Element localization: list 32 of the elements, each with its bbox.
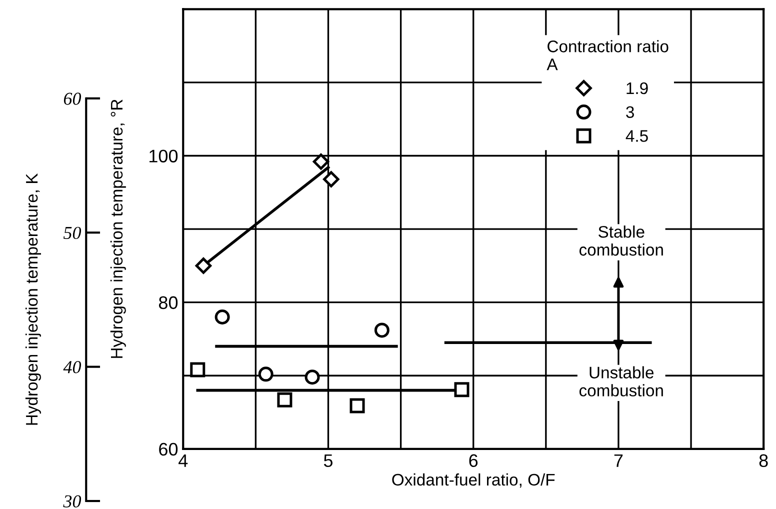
point [454,382,470,398]
legend-title: Contraction ratio A [546,40,668,70]
x-tick-label: 4 [178,454,188,467]
y2-tick-label: 60 [64,92,82,105]
y2-tick-label: 50 [64,226,82,240]
x-tick-label: 8 [759,454,768,468]
x-tick-label: 7 [614,454,623,467]
point [195,258,212,274]
point [323,171,340,188]
point [190,362,206,378]
y-tick-label: 100 [150,150,178,162]
x-tick-label: 6 [469,454,478,468]
point [258,366,274,382]
point [312,153,330,170]
x-tick-label: 5 [324,454,333,468]
point [277,392,292,408]
y-tick-label: 60 [159,442,178,456]
y-axis-title: Hydrogen injection temperature, °R [110,100,126,358]
annotation: Stable combustion [579,226,663,256]
legend-label: 1.9 [626,82,648,94]
y-tick-label: 80 [158,296,178,310]
y2-tick-label: 30 [63,495,82,508]
y2-axis-title: Hydrogen injection temperature, K [25,173,41,425]
point [374,322,390,338]
point [304,370,320,385]
y2-tick-label: 40 [63,361,82,374]
point [350,398,365,414]
legend-label: 4.5 [626,130,648,142]
x-axis-title: Oxidant-fuel ratio, O/F [392,473,555,488]
legend-label: 3 [626,106,634,118]
point [214,310,230,325]
annotation: Unstable combustion [579,366,663,396]
